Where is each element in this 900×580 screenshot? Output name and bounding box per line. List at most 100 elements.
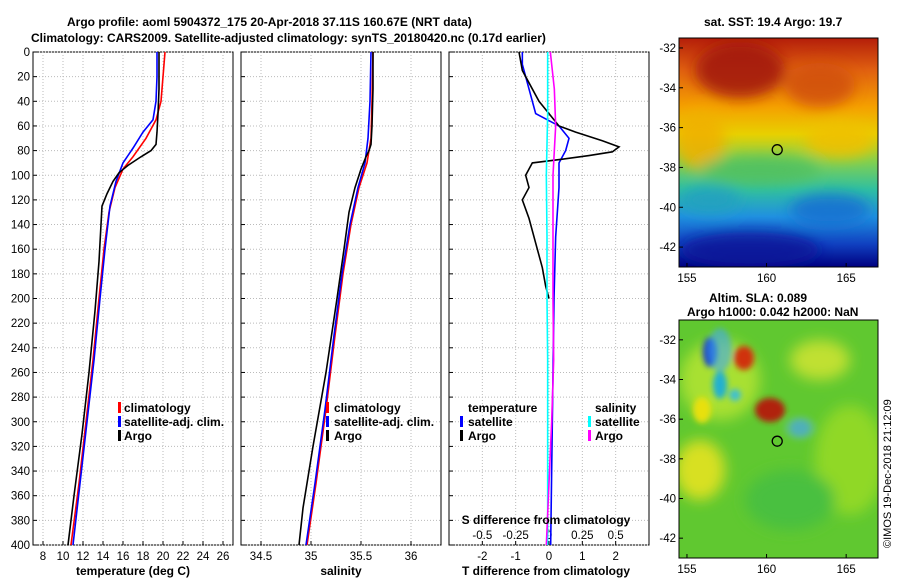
legend-satellite-swatch bbox=[118, 416, 121, 427]
temperature-xlabel: temperature (deg C) bbox=[76, 564, 190, 578]
x-tick-label: 2 bbox=[612, 551, 618, 563]
legend-climatology-swatch bbox=[326, 402, 329, 413]
sla-map-image bbox=[679, 320, 878, 558]
legend-temperature-title: temperature bbox=[468, 401, 538, 415]
legend-t-argo-label: Argo bbox=[468, 429, 496, 443]
temperature-chart: 8 10 12 14 16 18 20 22 24 26020406080100120140160… bbox=[11, 47, 233, 563]
series-line-t-argo bbox=[518, 51, 621, 299]
map-y-tick-label: -34 bbox=[659, 375, 676, 387]
x-tick-label: 35 bbox=[305, 551, 318, 563]
sla-map-subtitle: Argo h1000: 0.042 h2000: NaN bbox=[687, 305, 858, 319]
series-line-s-argo bbox=[545, 51, 557, 546]
legend-t-satellite-swatch bbox=[460, 416, 463, 427]
map-y-tick-label: -38 bbox=[659, 162, 676, 174]
series-line-argo bbox=[298, 52, 374, 546]
x-tick-label: 24 bbox=[197, 551, 210, 563]
legend-argo-label: Argo bbox=[124, 429, 152, 443]
legend-climatology-swatch bbox=[118, 402, 121, 413]
y-tick-label: 60 bbox=[17, 121, 30, 133]
legend-argo-label: Argo bbox=[334, 429, 362, 443]
sst-map-title: sat. SST: 19.4 Argo: 19.7 bbox=[704, 15, 843, 29]
temperature-legend: climatology satellite-adj. clim. Argo bbox=[118, 401, 224, 443]
y-tick-label: 0 bbox=[24, 47, 30, 59]
map-x-tick-label: 160 bbox=[757, 564, 776, 576]
x-tick-label: 34.5 bbox=[250, 551, 272, 563]
x-tick-label: -2 bbox=[477, 551, 487, 563]
y-tick-label: 320 bbox=[11, 441, 30, 453]
series-line-s-satellite bbox=[545, 52, 549, 545]
legend-t-argo-swatch bbox=[460, 430, 463, 441]
legend-satellite-swatch bbox=[326, 416, 329, 427]
y-tick-label: 340 bbox=[11, 466, 30, 478]
legend-salinity-title: salinity bbox=[595, 401, 637, 415]
legend-s-satellite-swatch bbox=[588, 416, 591, 427]
sla-map-title: Altim. SLA: 0.089 bbox=[709, 291, 807, 305]
map-y-tick-label: -40 bbox=[659, 494, 676, 506]
x2-tick-label: -0.5 bbox=[472, 530, 492, 542]
argo-float-marker bbox=[771, 435, 783, 447]
x2-tick-label: 0 bbox=[546, 530, 552, 542]
x-tick-label: -1 bbox=[511, 551, 521, 563]
legend-s-satellite-label: satellite bbox=[595, 415, 640, 429]
x-tick-label: 20 bbox=[157, 551, 170, 563]
legend-climatology-label: climatology bbox=[334, 401, 401, 415]
x-tick-label: 36 bbox=[405, 551, 418, 563]
sla-map-frame bbox=[678, 319, 879, 559]
map-y-tick-label: -38 bbox=[659, 454, 676, 466]
x-tick-label: 18 bbox=[137, 551, 150, 563]
map-x-tick-label: 165 bbox=[837, 564, 856, 576]
series-line-satellite-adj-clim- bbox=[72, 52, 158, 546]
sst-map-axes: 155 160 165 -32 -34 -36 -38 -40 -42 bbox=[659, 43, 855, 285]
difference-x2label: S difference from climatology bbox=[462, 513, 631, 527]
argo-float-marker bbox=[771, 144, 783, 156]
y-tick-label: 40 bbox=[17, 96, 30, 108]
x2-tick-label: 0.25 bbox=[571, 530, 593, 542]
y-tick-label: 120 bbox=[11, 195, 30, 207]
y-tick-label: 20 bbox=[17, 72, 30, 84]
difference-legend: temperature salinity satellite Argo sate… bbox=[460, 401, 640, 443]
series-line-satellite-adj-clim- bbox=[305, 51, 372, 546]
map-y-tick-label: -32 bbox=[659, 335, 676, 347]
map-x-tick-label: 155 bbox=[677, 564, 696, 576]
map-x-tick-label: 165 bbox=[837, 273, 856, 285]
header-line1: Argo profile: aoml 5904372_175 20-Apr-20… bbox=[67, 15, 472, 29]
sst-map-frame bbox=[678, 37, 879, 268]
x-tick-label: 12 bbox=[77, 551, 90, 563]
map-x-tick-label: 160 bbox=[757, 273, 776, 285]
legend-satellite-label: satellite-adj. clim. bbox=[334, 415, 434, 429]
map-y-tick-label: -34 bbox=[659, 83, 676, 95]
x2-tick-label: 0.5 bbox=[608, 530, 624, 542]
series-line-t-satellite bbox=[521, 52, 570, 546]
x-tick-label: 16 bbox=[117, 551, 130, 563]
y-tick-label: 220 bbox=[11, 318, 30, 330]
x-tick-label: 26 bbox=[217, 551, 230, 563]
header-line2: Climatology: CARS2009. Satellite-adjuste… bbox=[31, 31, 546, 45]
x-tick-label: 14 bbox=[97, 551, 110, 563]
y-tick-label: 160 bbox=[11, 244, 30, 256]
y-tick-label: 360 bbox=[11, 491, 30, 503]
y-tick-label: 240 bbox=[11, 343, 30, 355]
salinity-xlabel: salinity bbox=[320, 564, 362, 578]
y-tick-label: 300 bbox=[11, 417, 30, 429]
map-y-tick-label: -42 bbox=[659, 242, 676, 254]
imos-credit: ©IMOS 19-Dec-2018 21:12:09 bbox=[882, 399, 894, 548]
map-y-tick-label: -42 bbox=[659, 533, 676, 545]
x-tick-label: 35.5 bbox=[350, 551, 372, 563]
x-tick-label: 0 bbox=[546, 551, 552, 563]
x-tick-label: 8 bbox=[40, 551, 46, 563]
salinity-legend: climatology satellite-adj. clim. Argo bbox=[326, 401, 434, 443]
map-y-tick-label: -40 bbox=[659, 202, 676, 214]
y-tick-label: 280 bbox=[11, 392, 30, 404]
legend-argo-swatch bbox=[326, 430, 329, 441]
legend-climatology-label: climatology bbox=[124, 401, 191, 415]
salinity-chart: 34.5 35 35.5 36 bbox=[241, 51, 441, 563]
y-tick-label: 100 bbox=[11, 170, 30, 182]
x-tick-label: 22 bbox=[177, 551, 190, 563]
map-y-tick-label: -36 bbox=[659, 414, 676, 426]
series-line-argo bbox=[67, 52, 160, 546]
y-tick-label: 180 bbox=[11, 269, 30, 281]
y-tick-label: 140 bbox=[11, 220, 30, 232]
x-tick-label: 1 bbox=[579, 551, 585, 563]
difference-chart: -2 -1 0 1 2 -0.5 -0.25 0 0.25 0.5 bbox=[449, 51, 649, 563]
